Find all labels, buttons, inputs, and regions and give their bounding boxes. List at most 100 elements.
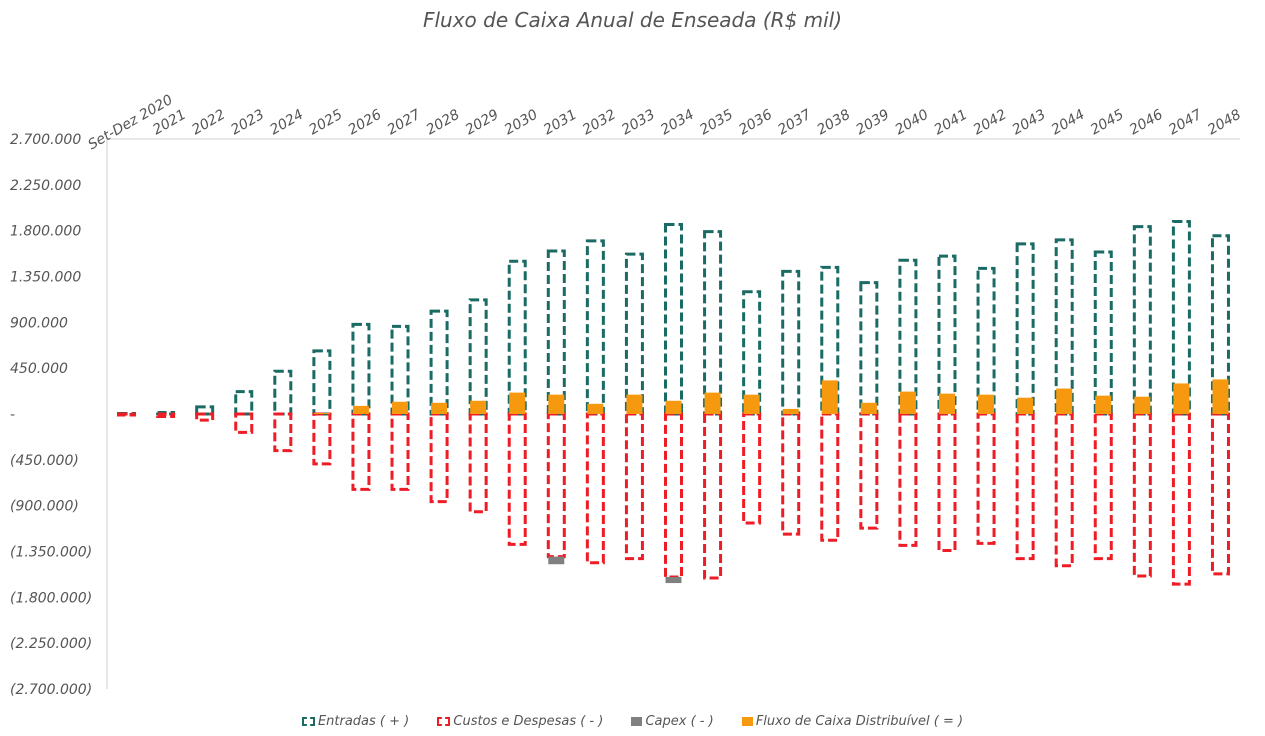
y-tick-label: (1.800.000)	[10, 590, 92, 606]
capex-bar	[665, 576, 682, 584]
entradas-bar	[234, 390, 254, 416]
y-tick-label: (1.350.000)	[10, 545, 92, 561]
fluxo-bar	[782, 408, 799, 414]
legend-swatch-custos	[437, 717, 451, 726]
x-tick-label: 2047	[1166, 107, 1205, 139]
x-tick-label: 2040	[892, 107, 931, 139]
y-tick-label: -	[10, 407, 15, 423]
entradas-bar	[507, 259, 527, 416]
fluxo-bar	[899, 391, 916, 414]
x-tick-label: 2029	[463, 107, 502, 139]
custos-bar	[820, 412, 840, 542]
x-tick-label: 2043	[1010, 107, 1049, 139]
x-tick-label: 2024	[267, 107, 306, 139]
fluxo-bar	[978, 394, 995, 414]
x-tick-label: 2044	[1049, 107, 1088, 139]
custos-bar	[1210, 412, 1230, 576]
y-tick-label: 2.700.000	[10, 132, 81, 148]
fluxo-bar	[587, 403, 604, 414]
custos-bar	[1054, 412, 1074, 568]
y-tick-label: 450.000	[10, 361, 68, 377]
legend-swatch-entradas	[301, 717, 315, 726]
fluxo-bar	[860, 402, 877, 414]
fluxo-bar	[821, 380, 838, 414]
legend-swatch-capex	[631, 717, 643, 726]
custos-bar	[156, 412, 176, 419]
fluxo-bar	[743, 394, 760, 414]
x-tick-label: 2041	[932, 107, 971, 139]
entradas-bar	[312, 349, 332, 416]
fluxo-bar	[626, 394, 643, 414]
custos-bar	[742, 412, 762, 525]
custos-bar	[1093, 412, 1113, 561]
x-tick-label: 2027	[385, 107, 424, 139]
custos-bar	[898, 412, 918, 547]
entradas-bar	[976, 266, 996, 416]
entradas-bar	[351, 322, 371, 416]
capex-bar	[548, 556, 565, 565]
entradas-bar	[624, 252, 644, 416]
legend-label-custos: Custos e Despesas ( - )	[453, 714, 604, 729]
fluxo-bar	[431, 402, 448, 414]
fluxo-bar	[352, 405, 369, 414]
fluxo-bar	[313, 412, 330, 414]
custos-bar	[1132, 412, 1152, 578]
x-tick-label: 2034	[658, 107, 697, 139]
fluxo-bar	[470, 400, 487, 414]
fluxo-bar	[392, 401, 409, 414]
custos-bar	[507, 412, 527, 546]
y-tick-label: (900.000)	[10, 499, 79, 515]
custos-bar	[546, 412, 566, 559]
custos-bar	[781, 412, 801, 536]
entradas-bar	[1015, 242, 1035, 416]
custos-bar	[468, 412, 488, 514]
x-tick-label: 2025	[306, 107, 345, 139]
custos-bar	[937, 412, 957, 552]
entradas-bar	[1093, 250, 1113, 416]
fluxo-bar	[938, 393, 955, 414]
x-tick-label: 2038	[814, 107, 853, 139]
x-tick-label: 2023	[228, 107, 267, 139]
fluxo-bar	[1212, 379, 1229, 414]
custos-bar	[585, 412, 605, 565]
custos-bar	[1015, 412, 1035, 561]
chart-title: Fluxo de Caixa Anual de Enseada (R$ mil)	[422, 8, 843, 32]
custos-bar	[1171, 412, 1191, 586]
legend-item-fluxo: Fluxo de Caixa Distribuível ( = )	[741, 714, 963, 729]
custos-bar	[624, 412, 644, 561]
x-tick-label: 2028	[424, 107, 463, 139]
fluxo-bar	[1134, 396, 1151, 414]
legend-swatch-fluxo	[741, 717, 753, 726]
x-tick-label: 2022	[189, 107, 228, 139]
entradas-bar	[585, 239, 605, 416]
custos-bar	[234, 412, 254, 434]
custos-bar	[312, 412, 332, 466]
entradas-bar	[546, 249, 566, 416]
custos-bar	[351, 412, 371, 491]
entradas-bar	[859, 281, 879, 416]
y-tick-label: 900.000	[10, 315, 68, 331]
x-tick-label: 2030	[502, 107, 541, 139]
x-tick-label: 2042	[971, 107, 1010, 139]
fluxo-bar	[1173, 383, 1190, 414]
custos-bar	[664, 412, 683, 579]
x-tick-label: 2035	[697, 107, 736, 139]
custos-bar	[195, 412, 215, 422]
x-tick-label: 2045	[1088, 107, 1127, 139]
fluxo-bar	[548, 394, 565, 414]
entradas-bar	[468, 298, 488, 416]
entradas-bar	[1132, 225, 1152, 416]
legend-item-entradas: Entradas ( + )	[301, 714, 409, 729]
x-tick-label: 2026	[346, 107, 385, 139]
y-tick-label: 2.250.000	[10, 178, 81, 194]
x-tick-label: 2031	[541, 107, 580, 139]
legend-item-custos: Custos e Despesas ( - )	[437, 714, 603, 729]
custos-bar	[976, 412, 996, 545]
entradas-bar	[937, 254, 957, 416]
y-tick-label: (2.700.000)	[10, 682, 92, 698]
x-tick-label: 2046	[1127, 107, 1166, 139]
x-tick-label: 2032	[580, 107, 619, 139]
y-tick-label: 1.800.000	[10, 224, 81, 240]
fluxo-bar	[704, 392, 721, 414]
